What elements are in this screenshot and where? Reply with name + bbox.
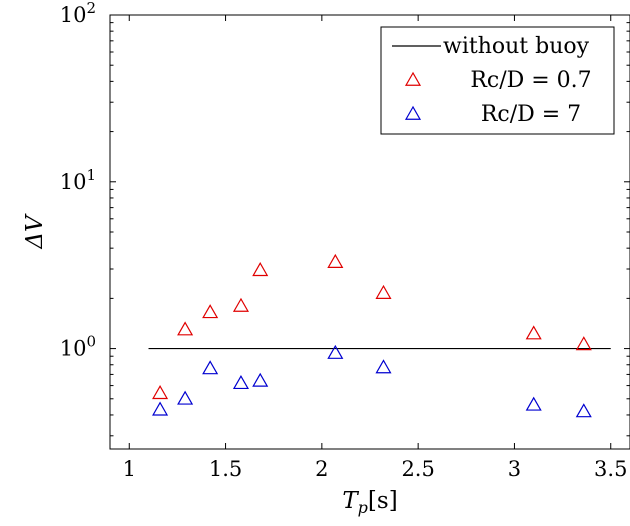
data-point-series-2 <box>232 374 249 390</box>
data-point-series-1 <box>202 304 219 319</box>
y-tick-label: 102 <box>60 0 96 27</box>
data-point-series-2 <box>375 359 392 374</box>
x-tick-label: 2 <box>315 457 328 481</box>
data-point-series-1 <box>232 297 249 312</box>
legend-label: Rc/D = 0.7 <box>470 68 591 93</box>
x-tick-label: 2.5 <box>401 457 434 481</box>
legend-triangle-swatch <box>404 71 422 86</box>
legend-box <box>380 26 615 135</box>
y-tick-label: 101 <box>60 166 96 194</box>
data-point-series-1 <box>525 325 542 340</box>
legend-label: without buoy <box>443 34 590 59</box>
data-point-series-1 <box>327 253 344 268</box>
data-point-series-1 <box>575 336 592 351</box>
x-axis-label: Tp[s] <box>342 488 397 517</box>
data-point-series-2 <box>575 403 592 418</box>
data-point-series-1 <box>375 284 392 299</box>
x-tick-label: 3.5 <box>594 457 627 481</box>
y-tick-label: 100 <box>60 333 96 361</box>
data-point-series-2 <box>327 344 344 359</box>
data-point-series-1 <box>252 262 269 277</box>
data-point-series-2 <box>202 360 219 375</box>
y-axis-label: ΔV <box>22 213 48 250</box>
x-tick-label: 1 <box>123 457 136 481</box>
data-point-series-1 <box>152 385 169 400</box>
data-point-series-2 <box>525 396 542 411</box>
data-point-series-2 <box>177 390 194 405</box>
legend-triangle-swatch <box>404 105 422 120</box>
data-point-series-2 <box>152 401 169 416</box>
data-point-series-2 <box>252 372 269 387</box>
x-tick-label: 1.5 <box>209 457 242 481</box>
legend-label: Rc/D = 7 <box>481 102 581 127</box>
data-point-series-1 <box>177 321 194 336</box>
x-tick-label: 3 <box>508 457 521 481</box>
